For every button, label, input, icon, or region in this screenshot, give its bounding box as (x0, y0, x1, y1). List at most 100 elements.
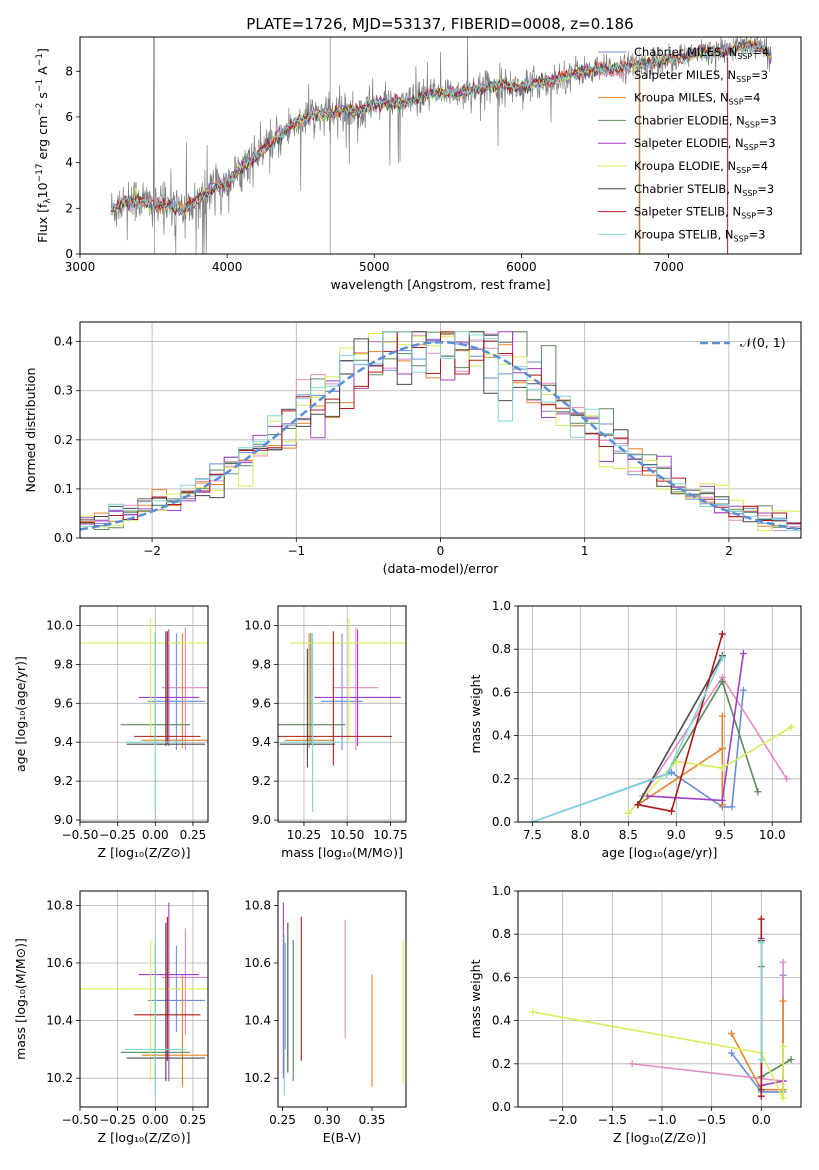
y-tick-label: 9.0 (54, 813, 73, 827)
y-tick-label: 0.3 (54, 384, 73, 398)
x-tick-label: 9.5 (715, 828, 734, 842)
figure-title: PLATE=1726, MJD=53137, FIBERID=0008, z=0… (246, 15, 633, 33)
x-tick-label: −1.5 (598, 1113, 627, 1127)
y-tick-label: 10.6 (244, 956, 271, 970)
mass-weight-marker (718, 796, 726, 804)
legend-text: Kroupa MILES, N (634, 91, 729, 105)
legend-text: Salpeter ELODIE, N (634, 136, 744, 150)
legend-label-4: Salpeter ELODIE, NSSP=3 (634, 136, 776, 152)
mass-weight-vs-age-plot: 7.5 8.0 8.5 9.0 9.5 10.0 0.0 0.2 0.4 0.6 0.8 1.0 age… (468, 599, 802, 860)
mass-weight-marker (783, 775, 791, 783)
mass-weight-line-5 (627, 726, 792, 814)
mass-weight-line-3 (666, 679, 759, 793)
mass-weight-marker (727, 1030, 735, 1038)
legend-tail: =4 (744, 91, 761, 105)
x-tick-label: 1 (581, 544, 589, 558)
plot-area (80, 617, 208, 813)
legend-label-6: Chabrier STELIB, NSSP=3 (634, 182, 774, 198)
mass-weight-line-3 (760, 966, 792, 1079)
x-tick-label: 8.5 (619, 828, 638, 842)
x-tick-label: −1.0 (647, 1113, 676, 1127)
x-tick-label: 0.25 (269, 1113, 296, 1127)
y-axis-label-part: −2 (35, 103, 45, 116)
y-axis-label-part: A (35, 66, 50, 79)
legend-sub: SSP (744, 143, 759, 152)
mass-weight-marker (667, 807, 675, 815)
x-tick-label: −0.25 (99, 1113, 136, 1127)
legend-sub: SSP (734, 234, 749, 243)
plot-area (282, 902, 404, 1096)
x-tick-label: −2.0 (548, 1113, 577, 1127)
mass-weight-marker (634, 801, 642, 809)
x-tick-label: 0.0 (752, 1113, 771, 1127)
legend-text: Chabrier ELODIE, N (634, 113, 745, 127)
y-tick-label: 10.4 (244, 1014, 271, 1028)
y-axis-label: Normed distribution (23, 368, 38, 493)
mass-weight-marker (728, 803, 736, 811)
x-axis-label: E(B-V) (323, 1130, 362, 1145)
legend-text: Kroupa STELIB, N (634, 227, 734, 241)
x-tick-label: −0.50 (62, 1113, 99, 1127)
x-tick-label: 7000 (653, 260, 684, 274)
x-tick-label: −2 (143, 544, 161, 558)
mass-weight-marker (787, 1055, 795, 1063)
y-tick-label: 10.0 (244, 618, 271, 632)
y-tick-label: 2 (65, 201, 73, 215)
y-tick-label: 9.2 (54, 774, 73, 788)
y-tick-label: 1.0 (492, 884, 511, 898)
axes-frame (277, 890, 407, 1108)
histogram-step-8 (80, 331, 801, 532)
y-tick-label: 9.4 (54, 735, 73, 749)
axes-frame (79, 36, 802, 255)
age-vs-metallicity-plot: −0.50 −0.25 0.00 0.25 9.0 9.2 9.4 9.6 9.8 10.0 Z [… (13, 605, 209, 860)
y-axis-label: Flux [fλ10−17 erg cm−2 s−1 A−1] (35, 48, 53, 243)
x-tick-label: 0.30 (314, 1113, 341, 1127)
y-axis-label-part: erg cm (35, 116, 50, 164)
y-axis-label: mass weight (468, 674, 483, 753)
plot-area (110, 37, 772, 254)
y-axis-label-part: ] (35, 48, 50, 53)
x-tick-label: −0.25 (99, 828, 136, 842)
legend-label-0: Chabrier MILES, NSSP=4 (634, 45, 769, 61)
legend-label-8: Kroupa STELIB, NSSP=3 (634, 227, 765, 243)
legend-label-5: Kroupa ELODIE, NSSP=4 (634, 159, 768, 175)
mass-weight-marker (718, 745, 726, 753)
x-tick-label: 8.0 (571, 828, 590, 842)
mass-weight-marker (529, 1008, 537, 1016)
mass-weight-line-8 (532, 657, 724, 822)
mass-weight-marker (672, 758, 680, 766)
legend-sub: SSP (736, 75, 751, 84)
mass-weight-vs-metallicity-plot: −2.0 −1.5 −1.0 −0.5 0.0 0.0 0.2 0.4 0.6 0.8 1.0 Z [… (468, 884, 802, 1145)
mass-weight-marker (779, 1043, 787, 1051)
mass-weight-line-2 (637, 716, 724, 806)
y-tick-label: 9.8 (252, 657, 271, 671)
y-tick-label: 0.2 (492, 772, 511, 786)
legend-text: Salpeter MILES, N (634, 68, 736, 82)
mass-weight-line-1 (632, 962, 784, 1082)
mass-weight-marker (624, 809, 632, 817)
legend-tail: =4 (751, 159, 768, 173)
y-axis-label-part: −17 (35, 163, 45, 182)
x-axis-label: (data-model)/error (383, 561, 500, 576)
legend-label-7: Salpeter STELIB, NSSP=3 (634, 205, 773, 221)
mass-vs-metallicity-plot: −0.50 −0.25 0.00 0.25 10.2 10.4 10.6 10.8 Z [log… (13, 890, 209, 1145)
mass-weight-marker (757, 1092, 765, 1100)
mass-weight-marker (739, 650, 747, 658)
mass-weight-line-5 (532, 1011, 784, 1099)
plot-area (529, 915, 795, 1102)
y-tick-label: 0.0 (54, 531, 73, 545)
y-tick-label: 0.2 (54, 433, 73, 447)
mass-weight-marker (718, 654, 726, 662)
y-axis-label: age [log₁₀(age/yr)] (13, 656, 28, 772)
y-tick-label: 0.2 (492, 1057, 511, 1071)
mass-weight-line-0 (730, 975, 784, 1093)
x-tick-label: 3000 (65, 260, 96, 274)
y-tick-label: 0.1 (54, 482, 73, 496)
y-tick-label: 8 (65, 64, 73, 78)
mass-weight-marker (663, 770, 671, 778)
y-tick-label: 0.0 (492, 1100, 511, 1114)
y-tick-label: 10.2 (244, 1071, 271, 1085)
y-tick-label: 4 (65, 156, 73, 170)
y-tick-label: 0.6 (492, 685, 511, 699)
y-tick-label: 0.4 (492, 729, 511, 743)
